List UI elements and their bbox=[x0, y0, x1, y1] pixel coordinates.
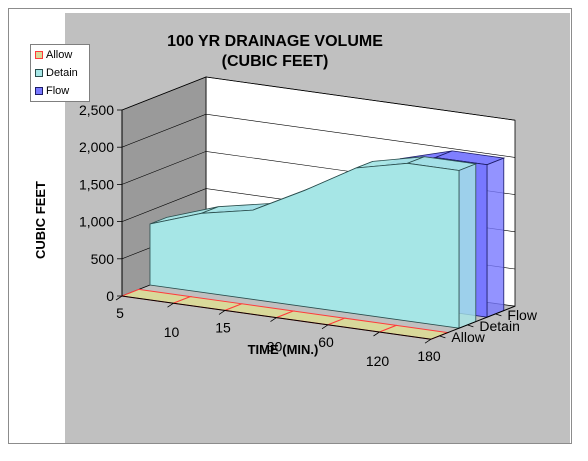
detain-series-front-face bbox=[149, 162, 460, 329]
gridline-2000 bbox=[121, 113, 516, 158]
legend-swatch-allow bbox=[35, 51, 43, 59]
legend-swatch-flow bbox=[35, 87, 43, 95]
x-tick-label: 60 bbox=[318, 334, 334, 350]
legend-label-flow: Flow bbox=[46, 85, 70, 97]
legend-swatch-detain bbox=[35, 69, 43, 77]
x-tick-label: 10 bbox=[164, 324, 180, 340]
x-tick-label: 120 bbox=[366, 353, 390, 369]
x-tick bbox=[373, 331, 380, 337]
depth-label: Flow bbox=[507, 307, 537, 323]
x-tick bbox=[424, 338, 432, 344]
x-tick-label: 15 bbox=[215, 319, 231, 335]
depth-tick bbox=[495, 313, 502, 317]
x-axis-title: TIME (MIN.) bbox=[248, 342, 319, 357]
chart-title-line2: (CUBIC FEET) bbox=[222, 53, 329, 70]
x-tick bbox=[270, 317, 277, 322]
depth-label: Allow bbox=[451, 329, 485, 345]
y-tick-label: 1,500 bbox=[79, 176, 114, 192]
y-tick-label: 0 bbox=[106, 288, 114, 304]
y-tick-label: 500 bbox=[91, 251, 115, 267]
depth-tick bbox=[467, 324, 474, 328]
y-tick-label: 2,500 bbox=[79, 102, 114, 118]
legend-item-flow: Flow bbox=[35, 84, 69, 98]
legend: Allow Detain Flow bbox=[30, 44, 90, 102]
gridline-2500 bbox=[121, 76, 516, 121]
legend-item-allow: Allow bbox=[35, 48, 72, 62]
legend-label-detain: Detain bbox=[46, 67, 78, 79]
x-tick bbox=[321, 324, 329, 330]
x-tick-label: 180 bbox=[417, 348, 441, 364]
flow-series-end-cap bbox=[486, 157, 505, 318]
detain-series-end-cap bbox=[458, 163, 477, 329]
x-tick-label: 5 bbox=[116, 305, 124, 321]
depth-tick bbox=[439, 335, 446, 339]
legend-label-allow: Allow bbox=[46, 49, 73, 61]
depth-axis-line bbox=[430, 305, 516, 340]
legend-item-detain: Detain bbox=[35, 66, 78, 80]
x-tick bbox=[115, 295, 123, 301]
chart-title-line1: 100 YR DRAINAGE VOLUME bbox=[167, 33, 383, 50]
x-tick-label: 30 bbox=[267, 339, 283, 355]
y-axis-title: CUBIC FEET bbox=[33, 181, 48, 259]
depth-label: Detain bbox=[479, 318, 519, 334]
y-tick-label: 1,000 bbox=[79, 214, 114, 230]
x-tick bbox=[218, 310, 226, 315]
y-tick-label: 2,000 bbox=[79, 139, 114, 155]
x-tick bbox=[167, 302, 174, 308]
